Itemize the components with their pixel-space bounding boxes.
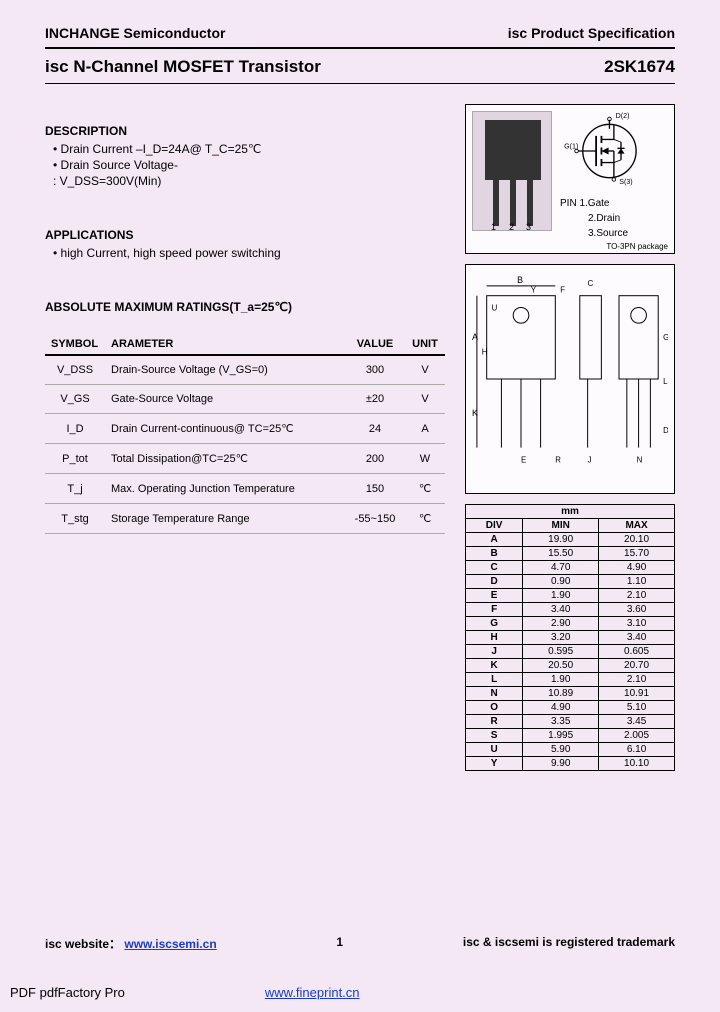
trademark-text: isc & iscsemi is registered trademark [463, 935, 675, 952]
dimension-table: mm DIV MIN MAX A19.9020.10B15.5015.70C4.… [465, 504, 675, 771]
table-row: T_jMax. Operating Junction Temperature15… [45, 474, 445, 504]
table-row: F3.403.60 [466, 603, 675, 617]
product-title: isc N-Channel MOSFET Transistor [45, 57, 321, 77]
table-row: D0.901.10 [466, 575, 675, 589]
outline-drawing-icon: B A K U Y F C E R J G L D N H [472, 271, 668, 487]
doc-type: isc Product Specification [508, 25, 675, 41]
svg-text:L: L [663, 377, 668, 386]
desc-line: : V_DSS=300V(Min) [53, 174, 445, 188]
table-row: T_stgStorage Temperature Range-55~150℃ [45, 504, 445, 534]
desc-line: • Drain Source Voltage- [53, 158, 445, 172]
package-name: TO-3PN package [560, 241, 668, 253]
pin-list: PIN 1.Gate [560, 196, 668, 211]
svg-text:E: E [521, 455, 526, 464]
pdf-link[interactable]: www.fineprint.cn [265, 985, 360, 1000]
svg-text:Y: Y [531, 286, 537, 295]
left-column: DESCRIPTION • Drain Current –I_D=24A@ T_… [45, 104, 445, 771]
pin-list: 3.Source [560, 226, 668, 241]
table-row: A19.9020.10 [466, 533, 675, 547]
pdf-app: PDF pdfFactory Pro [10, 985, 125, 1000]
leg-label: 3 [526, 222, 531, 232]
col-symbol: SYMBOL [45, 334, 105, 355]
table-row: Y9.9010.10 [466, 757, 675, 771]
svg-text:K: K [472, 408, 478, 418]
pin-list: 2.Drain [560, 211, 668, 226]
table-row: V_GSGate-Source Voltage±20V [45, 385, 445, 414]
table-row: K20.5020.70 [466, 659, 675, 673]
table-row: L1.902.10 [466, 673, 675, 687]
table-row: C4.704.90 [466, 561, 675, 575]
mosfet-symbol-icon: D(2) G(1) S(3) [560, 111, 650, 191]
applications-heading: APPLICATIONS [45, 228, 445, 242]
table-row: O4.905.10 [466, 701, 675, 715]
table-row: V_DSSDrain-Source Voltage (V_GS=0)300V [45, 355, 445, 385]
table-row: P_totTotal Dissipation@TC=25℃200W [45, 444, 445, 474]
ratings-table: SYMBOL ARAMETER VALUE UNIT V_DSSDrain-So… [45, 334, 445, 534]
pdf-metadata: PDF pdfFactory Pro www.fineprint.cn [10, 985, 360, 1000]
pin-diagram-box: 1 2 3 [465, 104, 675, 254]
table-row: U5.906.10 [466, 743, 675, 757]
table-row: E1.902.10 [466, 589, 675, 603]
leg-label: 2 [509, 222, 514, 232]
title-bar: isc N-Channel MOSFET Transistor 2SK1674 [45, 57, 675, 77]
divider [45, 83, 675, 84]
table-row: G2.903.10 [466, 617, 675, 631]
pin-info: D(2) G(1) S(3) PIN 1.Gate 2.Drain 3.Sour… [552, 111, 668, 247]
right-column: 1 2 3 [465, 104, 675, 771]
svg-text:A: A [472, 332, 478, 342]
svg-text:B: B [517, 275, 523, 285]
table-row: J0.5950.605 [466, 645, 675, 659]
pin-s-label: S(3) [619, 178, 632, 186]
package-photo: 1 2 3 [472, 111, 552, 231]
mechanical-drawing: B A K U Y F C E R J G L D N H [465, 264, 675, 494]
part-number: 2SK1674 [604, 57, 675, 77]
dim-mm: mm [466, 505, 675, 519]
pin-d-label: D(2) [616, 112, 630, 120]
ratings-heading: ABSOLUTE MAXIMUM RATINGS(T_a=25℃) [45, 300, 445, 314]
page-footer: isc website： www.iscsemi.cn 1 isc & iscs… [45, 935, 675, 952]
dim-min: MIN [523, 519, 599, 533]
svg-text:U: U [492, 303, 498, 312]
svg-text:N: N [637, 455, 643, 464]
table-row: B15.5015.70 [466, 547, 675, 561]
page-number: 1 [336, 935, 343, 952]
description-heading: DESCRIPTION [45, 124, 445, 138]
svg-text:D: D [663, 426, 668, 435]
dim-div: DIV [466, 519, 523, 533]
page-header: INCHANGE Semiconductor isc Product Speci… [45, 25, 675, 41]
table-row: S1.9952.005 [466, 729, 675, 743]
dim-max: MAX [599, 519, 675, 533]
svg-text:G: G [663, 333, 668, 342]
table-row: R3.353.45 [466, 715, 675, 729]
table-row: N10.8910.91 [466, 687, 675, 701]
svg-text:F: F [560, 286, 565, 295]
svg-text:H: H [482, 348, 488, 357]
desc-line: • Drain Current –I_D=24A@ T_C=25℃ [53, 142, 445, 156]
app-line: • high Current, high speed power switchi… [53, 246, 445, 260]
col-unit: UNIT [405, 334, 445, 355]
col-param: ARAMETER [105, 334, 345, 355]
svg-text:J: J [588, 455, 592, 464]
pin-g-label: G(1) [564, 142, 578, 150]
svg-text:C: C [588, 279, 594, 288]
divider [45, 47, 675, 49]
table-row: I_DDrain Current-continuous@ TC=25℃24A [45, 414, 445, 444]
col-value: VALUE [345, 334, 405, 355]
website-link[interactable]: www.iscsemi.cn [124, 937, 216, 951]
table-row: H3.203.40 [466, 631, 675, 645]
leg-label: 1 [491, 222, 496, 232]
website-label: isc website： [45, 937, 121, 951]
company-name: INCHANGE Semiconductor [45, 25, 225, 41]
svg-text:R: R [555, 455, 561, 464]
